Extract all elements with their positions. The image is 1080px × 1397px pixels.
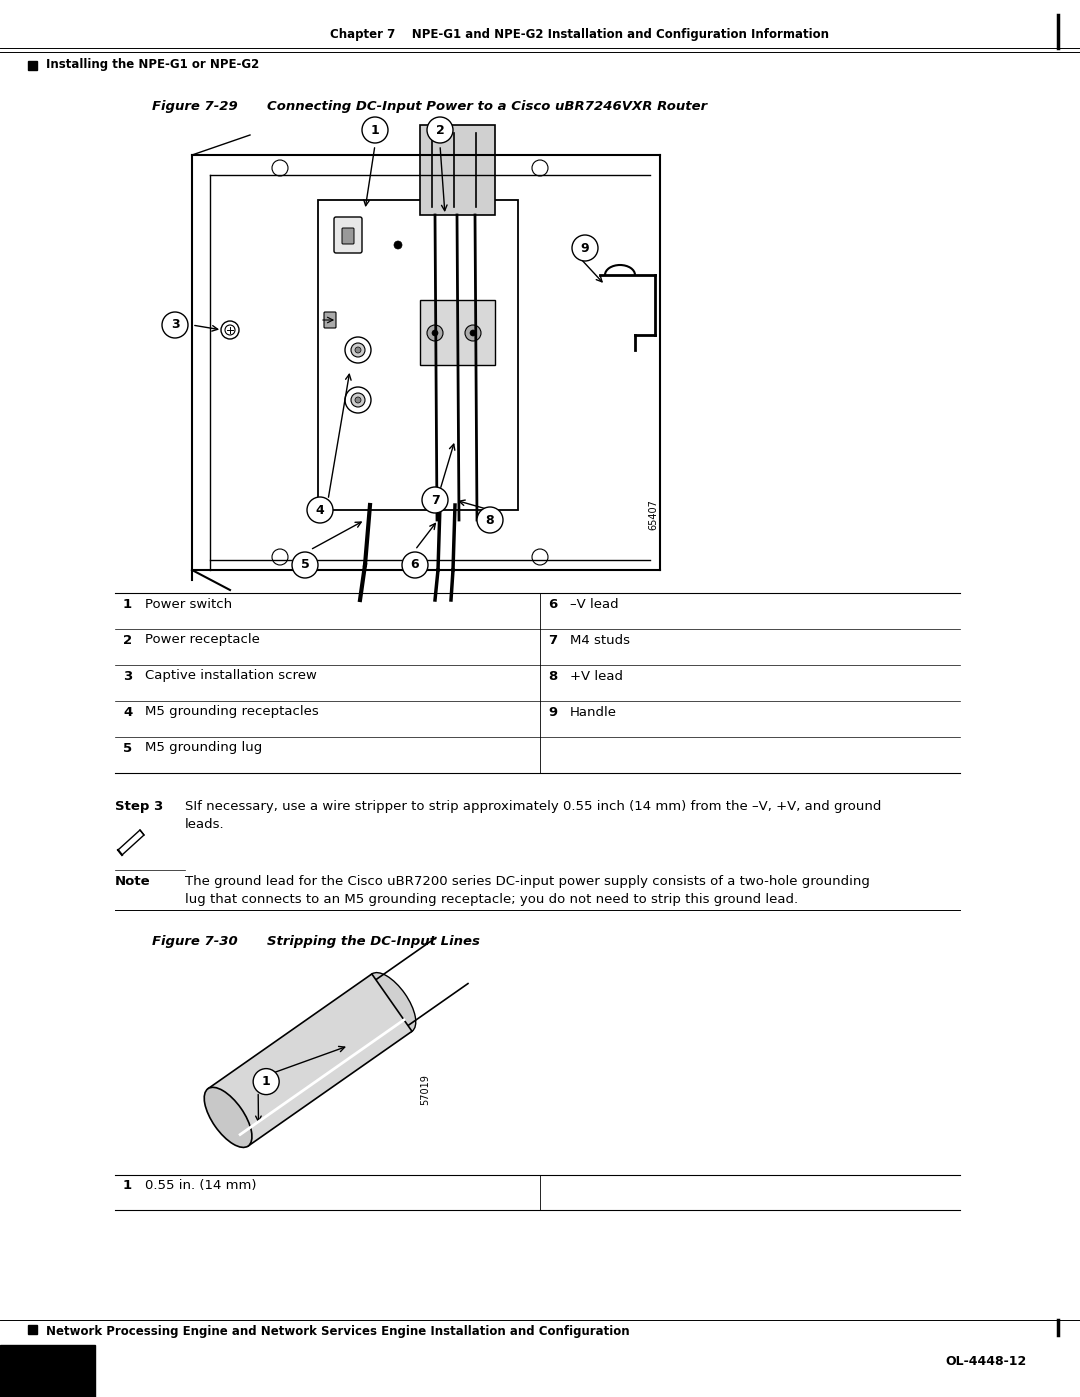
- Bar: [420, 300, 495, 365]
- Text: 6: 6: [548, 598, 557, 610]
- Text: 4: 4: [315, 503, 324, 517]
- Text: 5: 5: [123, 742, 132, 754]
- Text: Connecting DC-Input Power to a Cisco uBR7246VXR Router: Connecting DC-Input Power to a Cisco uBR…: [267, 101, 707, 113]
- Text: Handle: Handle: [570, 705, 617, 718]
- FancyBboxPatch shape: [334, 217, 362, 253]
- Text: Power receptacle: Power receptacle: [145, 633, 260, 647]
- Text: +V lead: +V lead: [570, 669, 623, 683]
- Bar: [420, 124, 495, 215]
- Circle shape: [427, 326, 443, 341]
- Text: 2: 2: [435, 123, 444, 137]
- Circle shape: [351, 393, 365, 407]
- Circle shape: [292, 552, 318, 578]
- Circle shape: [572, 235, 598, 261]
- Text: 7: 7: [548, 633, 557, 647]
- Text: 1: 1: [261, 1076, 270, 1088]
- Ellipse shape: [204, 1087, 252, 1147]
- Text: 6: 6: [410, 559, 419, 571]
- Text: Figure 7-30: Figure 7-30: [152, 935, 238, 949]
- Text: 0.55 in. (14 mm): 0.55 in. (14 mm): [145, 1179, 257, 1192]
- Text: OL-4448-12: OL-4448-12: [945, 1355, 1026, 1368]
- Text: 1: 1: [370, 123, 379, 137]
- Circle shape: [162, 312, 188, 338]
- Circle shape: [394, 242, 402, 249]
- Text: 8: 8: [548, 669, 557, 683]
- Text: Captive installation screw: Captive installation screw: [145, 669, 316, 683]
- Ellipse shape: [368, 972, 416, 1032]
- Text: 3: 3: [123, 669, 132, 683]
- Text: M4 studs: M4 studs: [570, 633, 630, 647]
- Circle shape: [465, 326, 481, 341]
- Text: 5: 5: [300, 559, 309, 571]
- Text: 7: 7: [431, 493, 440, 507]
- Text: 1: 1: [123, 1179, 132, 1192]
- Text: 57019: 57019: [420, 1074, 430, 1105]
- Text: 1: 1: [123, 598, 132, 610]
- Circle shape: [422, 488, 448, 513]
- Text: leads.: leads.: [185, 819, 225, 831]
- Text: 7-42: 7-42: [29, 1363, 65, 1379]
- Text: M5 grounding lug: M5 grounding lug: [145, 742, 262, 754]
- Text: Installing the NPE-G1 or NPE-G2: Installing the NPE-G1 or NPE-G2: [46, 59, 259, 71]
- Text: Power switch: Power switch: [145, 598, 232, 610]
- Text: Figure 7-29: Figure 7-29: [152, 101, 238, 113]
- Bar: [0, 1345, 95, 1397]
- Text: lug that connects to an M5 grounding receptacle; you do not need to strip this g: lug that connects to an M5 grounding rec…: [185, 893, 798, 907]
- Circle shape: [253, 1069, 279, 1095]
- Polygon shape: [208, 974, 411, 1146]
- Text: Stripping the DC-Input Lines: Stripping the DC-Input Lines: [267, 935, 480, 949]
- Circle shape: [432, 330, 438, 337]
- Text: Network Processing Engine and Network Services Engine Installation and Configura: Network Processing Engine and Network Se…: [46, 1324, 630, 1338]
- Circle shape: [362, 117, 388, 142]
- Text: 8: 8: [486, 514, 495, 527]
- Text: 65407: 65407: [648, 499, 658, 529]
- Circle shape: [427, 117, 453, 142]
- Bar: [28, 61, 37, 70]
- Text: 9: 9: [581, 242, 590, 254]
- Text: 9: 9: [548, 705, 557, 718]
- Circle shape: [355, 397, 361, 402]
- Text: 3: 3: [171, 319, 179, 331]
- Circle shape: [477, 507, 503, 534]
- Text: Step 3: Step 3: [114, 800, 163, 813]
- Circle shape: [307, 497, 333, 522]
- Circle shape: [402, 552, 428, 578]
- Circle shape: [470, 330, 476, 337]
- Text: 4: 4: [123, 705, 132, 718]
- Text: SIf necessary, use a wire stripper to strip approximately 0.55 inch (14 mm) from: SIf necessary, use a wire stripper to st…: [185, 800, 881, 813]
- Circle shape: [355, 346, 361, 353]
- FancyBboxPatch shape: [342, 228, 354, 244]
- Text: Chapter 7    NPE-G1 and NPE-G2 Installation and Configuration Information: Chapter 7 NPE-G1 and NPE-G2 Installation…: [330, 28, 829, 41]
- Bar: [318, 200, 518, 510]
- Bar: [28, 1324, 37, 1334]
- Circle shape: [351, 344, 365, 358]
- Text: –V lead: –V lead: [570, 598, 619, 610]
- FancyBboxPatch shape: [324, 312, 336, 328]
- Text: 2: 2: [123, 633, 132, 647]
- Text: Note: Note: [114, 875, 150, 888]
- Text: M5 grounding receptacles: M5 grounding receptacles: [145, 705, 319, 718]
- Text: The ground lead for the Cisco uBR7200 series DC-input power supply consists of a: The ground lead for the Cisco uBR7200 se…: [185, 875, 869, 888]
